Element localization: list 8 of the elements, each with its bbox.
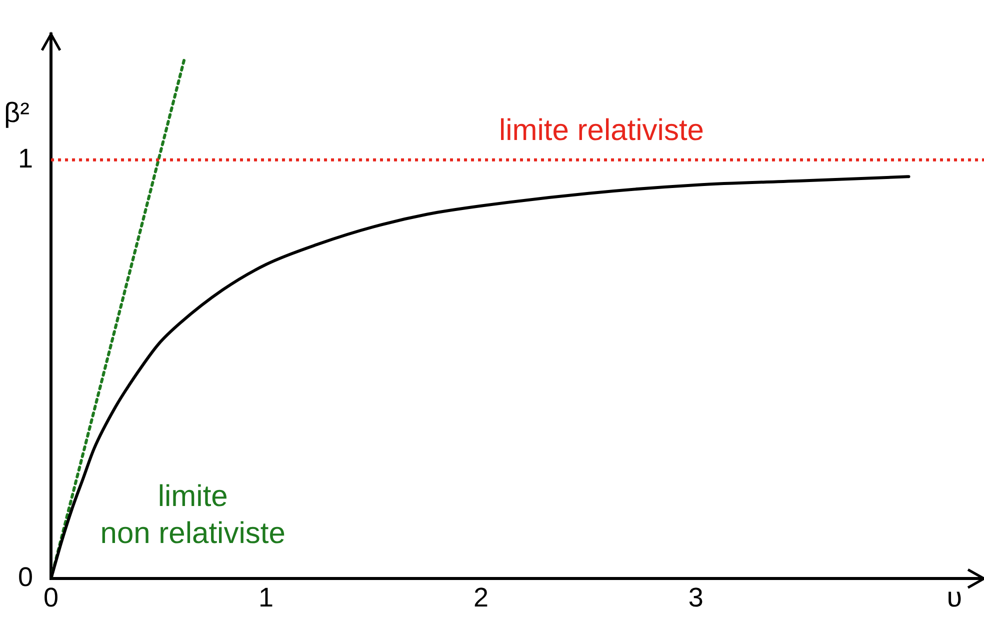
x-tick-label: 0	[44, 582, 59, 612]
x-axis-title: υ	[946, 581, 962, 612]
x-tick-label: 3	[688, 582, 704, 612]
x-tick-label: 1	[258, 582, 274, 612]
ref-line-label: limite relativiste	[498, 114, 704, 148]
x-tick-label: 2	[473, 582, 488, 612]
y-axis-title: β²	[4, 96, 30, 128]
annotation: limite non relativiste	[100, 480, 286, 550]
